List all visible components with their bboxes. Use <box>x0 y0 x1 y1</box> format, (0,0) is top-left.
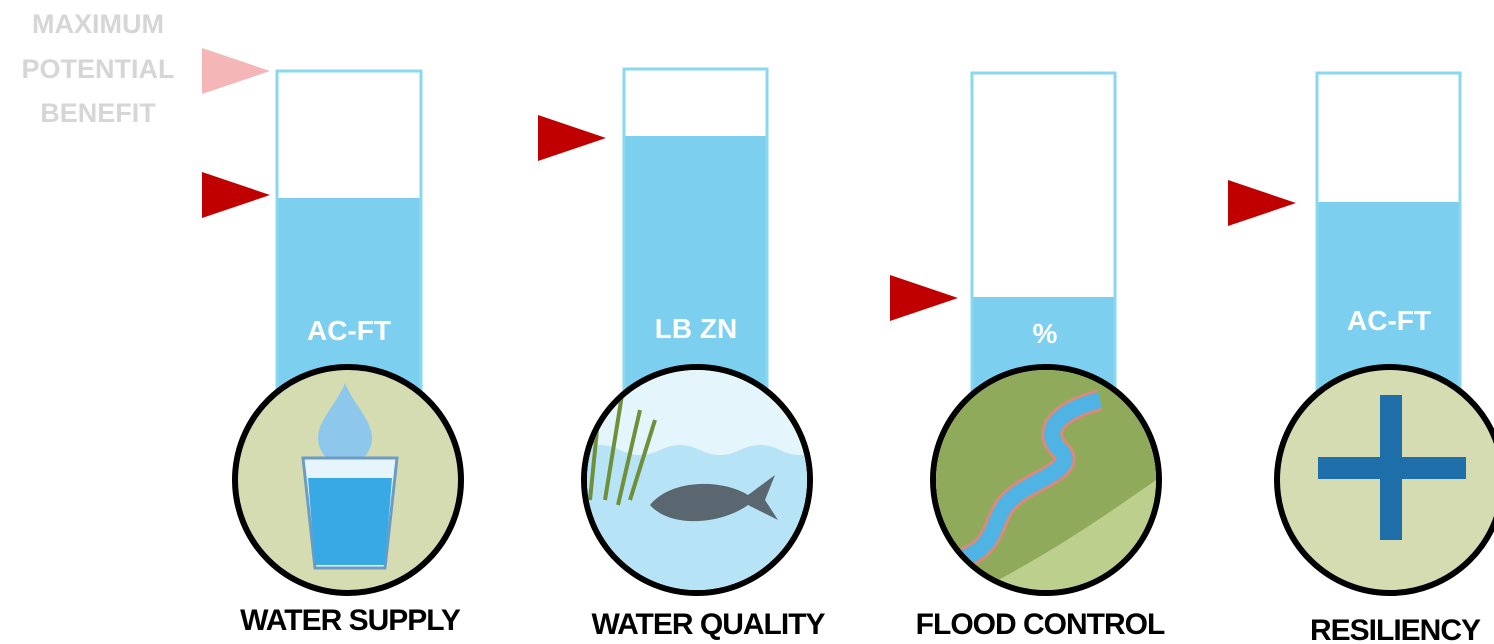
level-arrow <box>538 115 606 161</box>
unit: % <box>1033 318 1058 349</box>
legend-line: MAXIMUM <box>32 9 164 39</box>
gauge: AC-FT RESILIENCY <box>1228 71 1494 644</box>
unit: AC-FT <box>1347 305 1431 336</box>
level-arrow <box>890 275 958 321</box>
level-arrow <box>202 172 270 218</box>
legend-arrow <box>202 48 270 94</box>
gauge: % FLOOD CONTROL <box>890 71 1166 641</box>
unit: LB ZN <box>655 313 737 344</box>
legend: MAXIMUM POTENTIAL BENEFIT <box>22 9 270 128</box>
icon <box>1318 395 1466 540</box>
gauge: LB ZN WATER QUALITY <box>538 67 827 641</box>
icon <box>301 383 399 570</box>
gauge-label: RESILIENCY <box>1310 614 1481 644</box>
icon <box>936 370 1156 590</box>
gauge-label: WATER QUALITY <box>591 608 825 641</box>
unit: AC-FT <box>307 315 391 346</box>
legend-line: POTENTIAL <box>22 54 175 84</box>
gauge-label: FLOOD CONTROL <box>916 608 1165 641</box>
gauge-label: WATER SUPPLY <box>240 604 461 637</box>
legend-line: BENEFIT <box>40 98 156 128</box>
level-arrow <box>1228 180 1296 226</box>
gauge: AC-FT WATER SUPPLY <box>202 69 464 637</box>
icon <box>587 370 807 590</box>
